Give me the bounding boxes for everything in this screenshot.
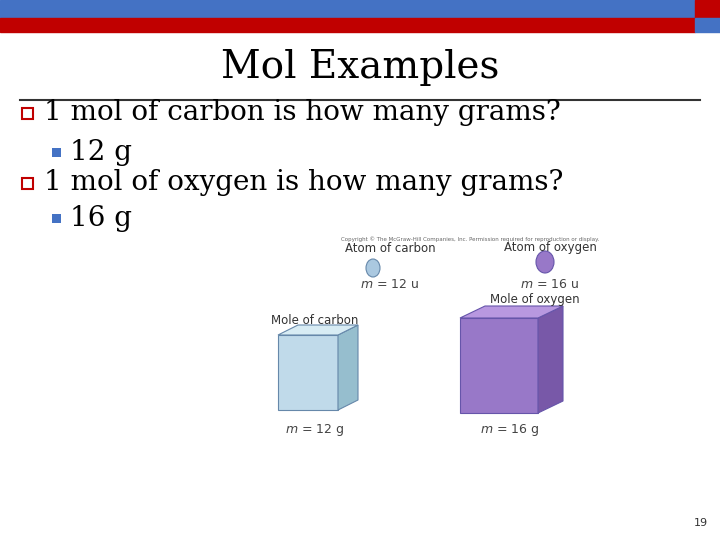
- Text: 12 g: 12 g: [70, 138, 132, 165]
- Text: Mol Examples: Mol Examples: [221, 50, 499, 86]
- Text: Mole of carbon: Mole of carbon: [271, 314, 359, 327]
- Polygon shape: [460, 318, 538, 413]
- Text: Copyright © The McGraw-Hill Companies, Inc. Permission required for reproduction: Copyright © The McGraw-Hill Companies, I…: [341, 236, 599, 242]
- Bar: [0, 18, 695, 32]
- Polygon shape: [338, 325, 358, 410]
- Bar: [22, 108, 33, 119]
- Text: $m$ = 16 u: $m$ = 16 u: [521, 278, 580, 291]
- Bar: [52, 148, 61, 157]
- Bar: [695, 18, 720, 32]
- Text: Atom of oxygen: Atom of oxygen: [503, 241, 596, 254]
- Text: Atom of carbon: Atom of carbon: [345, 241, 436, 254]
- Text: Mole of oxygen: Mole of oxygen: [490, 294, 580, 307]
- Text: 1 mol of carbon is how many grams?: 1 mol of carbon is how many grams?: [44, 99, 561, 126]
- Polygon shape: [278, 325, 358, 335]
- Ellipse shape: [536, 251, 554, 273]
- Text: $m$ = 16 g: $m$ = 16 g: [480, 422, 540, 438]
- Bar: [22, 178, 33, 189]
- Text: $m$ = 12 g: $m$ = 12 g: [285, 422, 345, 438]
- Bar: [52, 214, 61, 223]
- Text: 16 g: 16 g: [70, 205, 132, 232]
- Ellipse shape: [366, 259, 380, 277]
- Text: $m$ = 12 u: $m$ = 12 u: [361, 278, 420, 291]
- Text: 19: 19: [694, 518, 708, 528]
- Bar: [695, 0, 720, 18]
- Polygon shape: [278, 335, 338, 410]
- Bar: [0, 0, 695, 18]
- Polygon shape: [460, 306, 563, 318]
- Polygon shape: [538, 306, 563, 413]
- Text: 1 mol of oxygen is how many grams?: 1 mol of oxygen is how many grams?: [44, 170, 563, 197]
